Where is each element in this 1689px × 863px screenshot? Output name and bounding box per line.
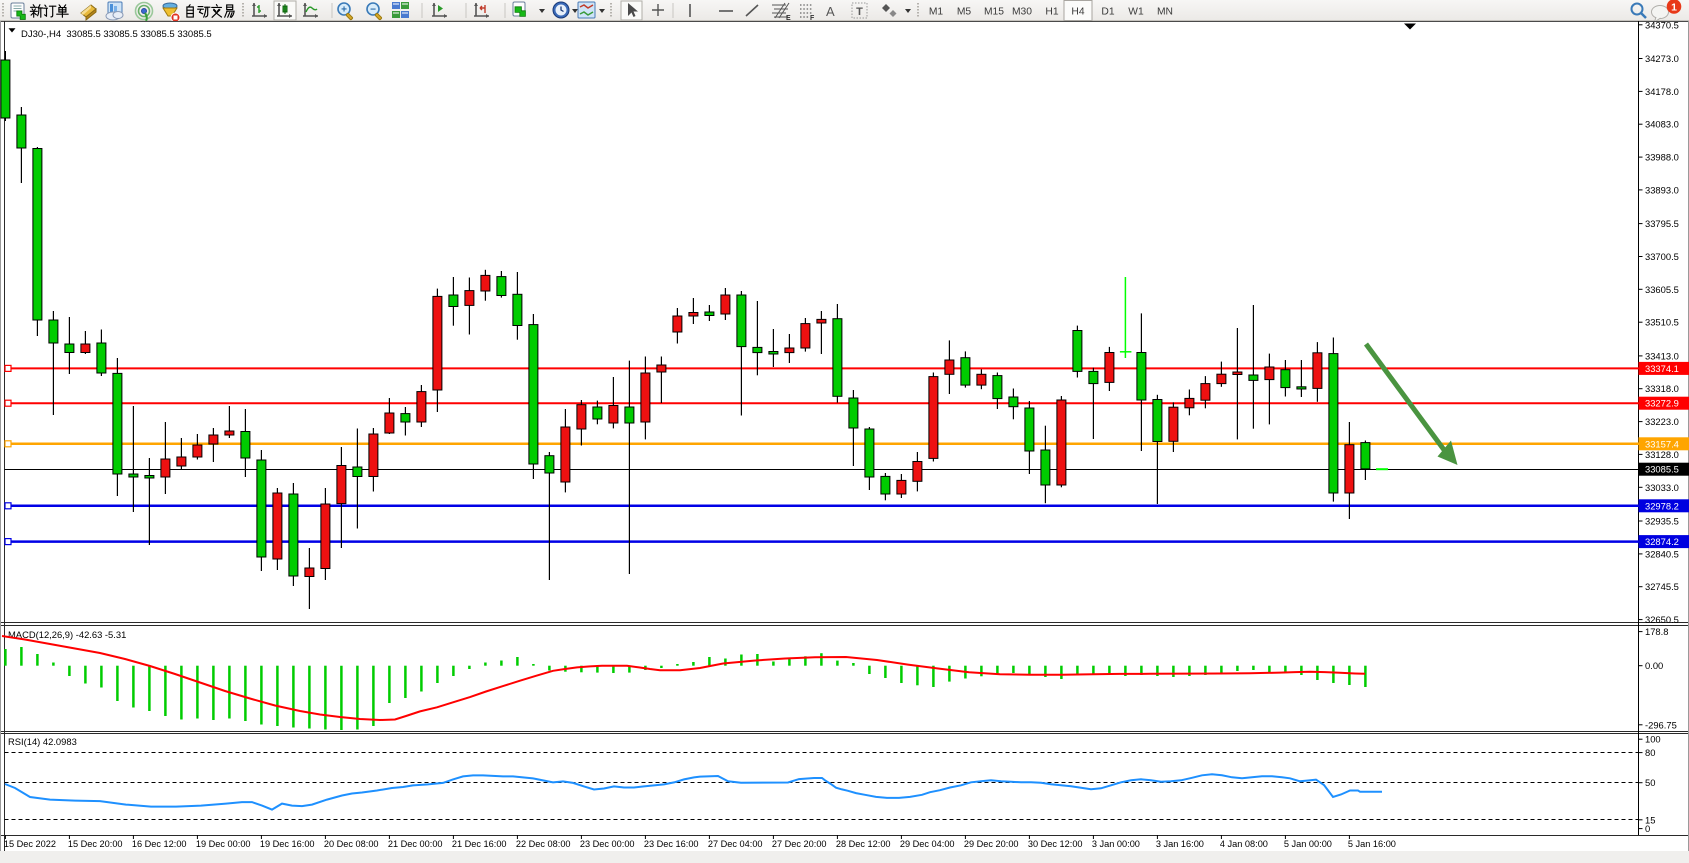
svg-text:5 Jan 16:00: 5 Jan 16:00 [1348,839,1396,849]
svg-text:M1: M1 [929,7,944,18]
svg-text:32874.2: 32874.2 [1645,536,1679,547]
svg-text:33128.0: 33128.0 [1645,449,1679,460]
svg-text:32840.5: 32840.5 [1645,548,1679,559]
svg-text:A: A [826,4,835,19]
svg-text:32935.5: 32935.5 [1645,516,1679,527]
svg-text:33318.0: 33318.0 [1645,383,1679,394]
svg-text:33988.0: 33988.0 [1645,152,1679,163]
svg-text:0.00: 0.00 [1645,660,1663,671]
svg-text:20 Dec 08:00: 20 Dec 08:00 [324,839,379,849]
svg-text:32745.5: 32745.5 [1645,581,1679,592]
svg-text:33605.5: 33605.5 [1645,284,1679,295]
svg-text:100: 100 [1645,734,1661,745]
svg-text:5 Jan 00:00: 5 Jan 00:00 [1284,839,1332,849]
svg-text:32650.5: 32650.5 [1645,614,1679,625]
svg-text:50: 50 [1645,777,1655,788]
svg-text:30 Dec 12:00: 30 Dec 12:00 [1028,839,1083,849]
svg-text:0: 0 [1645,823,1650,834]
svg-text:80: 80 [1645,747,1655,758]
svg-text:33413.0: 33413.0 [1645,350,1679,361]
svg-text:RSI(14) 42.0983: RSI(14) 42.0983 [8,736,77,747]
svg-text:29 Dec 20:00: 29 Dec 20:00 [964,839,1019,849]
svg-text:33700.5: 33700.5 [1645,251,1679,262]
svg-text:H4: H4 [1071,7,1084,18]
svg-text:33033.0: 33033.0 [1645,482,1679,493]
svg-text:15 Dec 2022: 15 Dec 2022 [4,839,56,849]
svg-text:33157.4: 33157.4 [1645,438,1679,449]
svg-text:W1: W1 [1128,7,1144,18]
svg-text:21 Dec 16:00: 21 Dec 16:00 [452,839,507,849]
svg-text:21 Dec 00:00: 21 Dec 00:00 [388,839,443,849]
svg-text:16 Dec 12:00: 16 Dec 12:00 [132,839,187,849]
svg-text:34273.0: 34273.0 [1645,53,1679,64]
svg-text:19 Dec 00:00: 19 Dec 00:00 [196,839,251,849]
svg-text:33795.5: 33795.5 [1645,218,1679,229]
svg-text:MN: MN [1157,7,1173,18]
svg-text:3 Jan 00:00: 3 Jan 00:00 [1092,839,1140,849]
svg-text:M15: M15 [984,7,1004,18]
svg-text:19 Dec 16:00: 19 Dec 16:00 [260,839,315,849]
svg-text:33510.5: 33510.5 [1645,317,1679,328]
svg-text:33223.0: 33223.0 [1645,416,1679,427]
svg-text:-296.75: -296.75 [1645,719,1677,730]
svg-text:23 Dec 00:00: 23 Dec 00:00 [580,839,635,849]
svg-text:H1: H1 [1045,7,1058,18]
svg-text:29 Dec 04:00: 29 Dec 04:00 [900,839,955,849]
svg-text:M5: M5 [957,7,972,18]
svg-text:+: + [341,5,347,16]
svg-text:27 Dec 04:00: 27 Dec 04:00 [708,839,763,849]
svg-text:1: 1 [1671,2,1677,14]
svg-text:33374.1: 33374.1 [1645,363,1679,374]
svg-text:DJ30-,H4 33085.5 33085.5 3308: DJ30-,H4 33085.5 33085.5 33085.5 33085.5 [21,29,212,40]
svg-text:34083.0: 34083.0 [1645,119,1679,130]
svg-text:178.8: 178.8 [1645,626,1668,637]
svg-text:33272.9: 33272.9 [1645,398,1679,409]
svg-text:33893.0: 33893.0 [1645,184,1679,195]
svg-text:33085.5: 33085.5 [1645,464,1679,475]
svg-text:23 Dec 16:00: 23 Dec 16:00 [644,839,699,849]
svg-text:−: − [370,5,376,16]
svg-text:3 Jan 16:00: 3 Jan 16:00 [1156,839,1204,849]
svg-text:28 Dec 12:00: 28 Dec 12:00 [836,839,891,849]
svg-text:22 Dec 08:00: 22 Dec 08:00 [516,839,571,849]
svg-text:15 Dec 20:00: 15 Dec 20:00 [68,839,123,849]
svg-text:D1: D1 [1101,7,1114,18]
svg-text:4 Jan 08:00: 4 Jan 08:00 [1220,839,1268,849]
svg-text:32978.2: 32978.2 [1645,500,1679,511]
svg-text:T: T [856,6,863,18]
svg-text:M30: M30 [1012,7,1032,18]
svg-text:27 Dec 20:00: 27 Dec 20:00 [772,839,827,849]
svg-text:34178.0: 34178.0 [1645,86,1679,97]
svg-text:MACD(12,26,9) -42.63 -5.31: MACD(12,26,9) -42.63 -5.31 [8,629,126,640]
svg-text:34370.5: 34370.5 [1645,21,1679,30]
